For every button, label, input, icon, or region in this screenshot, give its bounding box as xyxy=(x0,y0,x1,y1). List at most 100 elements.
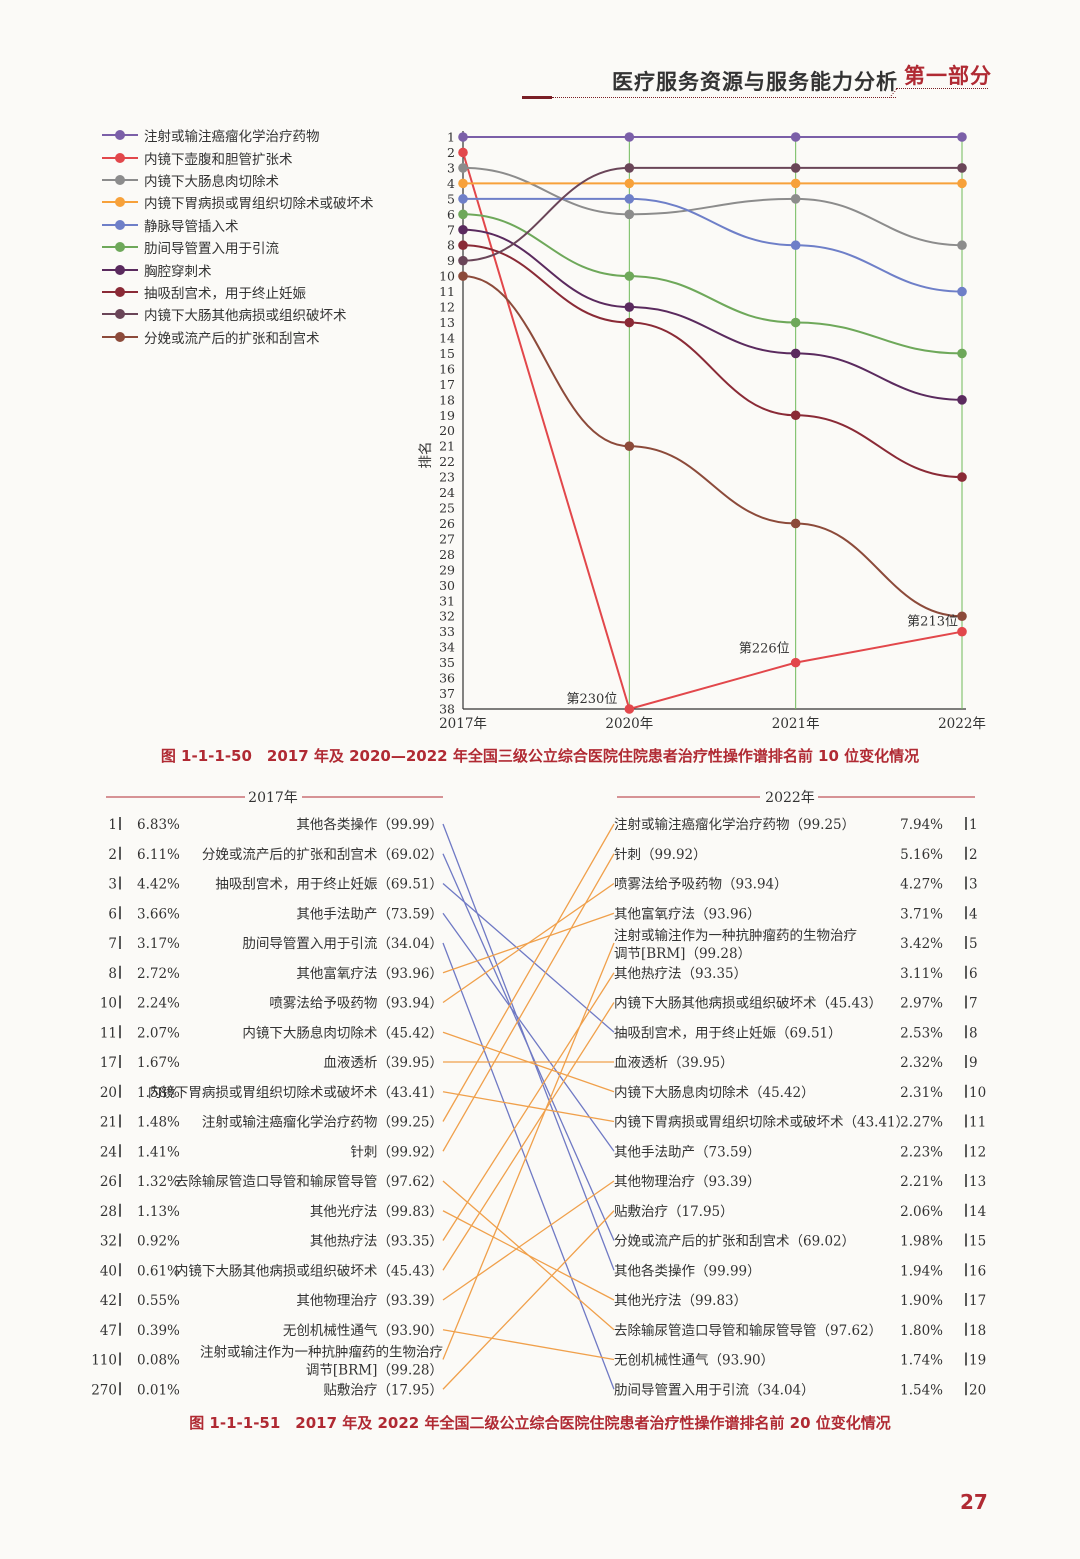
right-name: 抽吸刮宫术，用于终止妊娠（69.51） xyxy=(614,1025,842,1041)
legend-swatch xyxy=(102,128,138,142)
data-point xyxy=(790,348,801,359)
right-rank: 15 xyxy=(969,1234,986,1250)
legend-swatch xyxy=(102,330,138,344)
y-tick-label: 28 xyxy=(439,547,455,562)
series-line xyxy=(462,275,963,618)
left-header: 2017年 xyxy=(248,790,298,806)
y-tick-label: 32 xyxy=(439,609,455,624)
data-point xyxy=(957,163,967,173)
left-pct: 1.32% xyxy=(137,1174,180,1190)
data-point xyxy=(790,410,801,421)
section-title: 医疗服务资源与服务能力分析 xyxy=(612,70,898,94)
annotation-label: 第213位 xyxy=(907,615,958,630)
left-name: 内镜下大肠其他病损或组织破坏术（45.43） xyxy=(175,1263,443,1279)
y-tick-label: 10 xyxy=(439,269,455,284)
legend-item: 肋间导管置入用于引流 xyxy=(102,236,374,258)
legend-swatch xyxy=(102,218,138,232)
right-name: 去除输尿管造口导管和输尿管导管（97.62） xyxy=(614,1323,882,1339)
legend-label: 内镜下大肠其他病损或组织破坏术 xyxy=(144,308,347,325)
y-tick-label: 4 xyxy=(447,176,455,191)
header-rule-right xyxy=(896,88,988,89)
right-pct: 1.90% xyxy=(900,1293,943,1309)
left-rank: 10 xyxy=(100,996,117,1012)
data-point xyxy=(458,147,468,158)
legend-label: 内镜下大肠息肉切除术 xyxy=(144,173,279,190)
chart1-caption: 图 1-1-1-50 2017 年及 2020—2022 年全国三级公立综合医院… xyxy=(160,747,920,765)
right-name: 其他光疗法（99.83） xyxy=(614,1293,747,1309)
right-pct: 2.53% xyxy=(900,1025,943,1041)
left-name: 注射或输注作为一种抗肿瘤药的生物治疗 xyxy=(200,1344,443,1361)
y-tick-label: 37 xyxy=(439,686,455,701)
data-point xyxy=(957,178,967,189)
y-tick-label: 1 xyxy=(447,130,455,145)
right-pct: 2.06% xyxy=(900,1204,943,1220)
left-name: 其他热疗法（93.35） xyxy=(310,1234,443,1250)
left-pct: 1.13% xyxy=(137,1204,180,1220)
right-rank: 12 xyxy=(969,1144,986,1160)
right-pct: 3.42% xyxy=(900,936,943,952)
legend-swatch xyxy=(102,307,138,321)
data-point xyxy=(624,271,635,281)
data-point xyxy=(624,302,635,312)
left-rank: 32 xyxy=(100,1234,117,1250)
left-rank: 8 xyxy=(108,966,117,982)
rank-link xyxy=(442,972,615,1241)
y-tick-label: 17 xyxy=(439,377,455,392)
data-point xyxy=(458,163,468,173)
left-name: 其他物理治疗（93.39） xyxy=(296,1293,443,1309)
data-point xyxy=(957,240,967,251)
header-rule xyxy=(552,97,896,98)
chart2-caption: 图 1-1-1-51 2017 年及 2022 年全国二级公立综合医院住院患者治… xyxy=(189,1414,891,1432)
y-tick-label: 33 xyxy=(439,624,455,639)
left-name: 内镜下大肠息肉切除术（45.42） xyxy=(242,1024,443,1041)
chart1-legend: 注射或输注癌瘤化学治疗药物 内镜下壶腹和胆管扩张术 内镜下大肠息肉切除术 内镜下胃病损… xyxy=(102,124,374,348)
data-point xyxy=(790,163,801,173)
left-pct: 3.17% xyxy=(137,936,180,952)
right-name: 贴敷治疗（17.95） xyxy=(614,1204,734,1220)
y-tick-label: 16 xyxy=(439,361,455,376)
left-pct: 2.72% xyxy=(137,966,180,982)
y-tick-label: 29 xyxy=(439,562,455,577)
rank-link xyxy=(442,1002,615,1271)
legend-item: 内镜下壶腹和胆管扩张术 xyxy=(102,146,374,168)
left-rank: 24 xyxy=(100,1144,117,1160)
header-rule-accent xyxy=(522,96,552,99)
y-tick-label: 27 xyxy=(439,531,455,546)
left-name: 注射或输注癌瘤化学治疗药物（99.25） xyxy=(202,1114,443,1131)
data-point xyxy=(790,518,801,529)
data-point xyxy=(957,626,967,637)
left-name: 血液透析（39.95） xyxy=(323,1055,443,1071)
left-pct: 1.41% xyxy=(137,1144,180,1160)
right-pct: 2.21% xyxy=(900,1174,943,1190)
right-pct: 3.11% xyxy=(900,966,943,982)
right-rank: 1 xyxy=(969,817,978,833)
left-rank: 21 xyxy=(100,1115,117,1131)
legend-swatch xyxy=(102,263,138,277)
data-point xyxy=(458,255,468,266)
data-point xyxy=(957,286,967,297)
left-pct: 6.11% xyxy=(137,847,180,863)
y-tick-label: 38 xyxy=(439,702,455,717)
right-rank: 10 xyxy=(969,1085,986,1101)
left-rank: 11 xyxy=(100,1025,117,1041)
y-tick-label: 8 xyxy=(447,238,455,253)
data-point xyxy=(624,163,635,173)
right-name: 内镜下胃病损或胃组织切除术或破坏术（43.41） xyxy=(614,1115,909,1131)
left-name: 喷雾法给予吸药物（93.94） xyxy=(269,996,443,1012)
left-rank: 26 xyxy=(100,1174,117,1190)
rank-link xyxy=(442,823,615,1122)
data-point xyxy=(957,348,967,359)
right-rank: 17 xyxy=(969,1293,986,1309)
left-rank: 20 xyxy=(100,1085,117,1101)
left-pct: 0.55% xyxy=(137,1293,180,1309)
data-point xyxy=(624,178,635,189)
left-rank: 1 xyxy=(108,817,117,833)
legend-item: 分娩或流产后的扩张和刮宫术 xyxy=(102,326,374,348)
data-point xyxy=(624,317,635,328)
legend-label: 抽吸刮宫术，用于终止妊娠 xyxy=(144,285,306,302)
annotation-label: 第226位 xyxy=(739,642,790,657)
legend-item: 静脉导管插入术 xyxy=(102,214,374,236)
y-tick-label: 19 xyxy=(439,408,455,423)
data-point xyxy=(624,704,635,714)
data-point xyxy=(458,132,468,142)
